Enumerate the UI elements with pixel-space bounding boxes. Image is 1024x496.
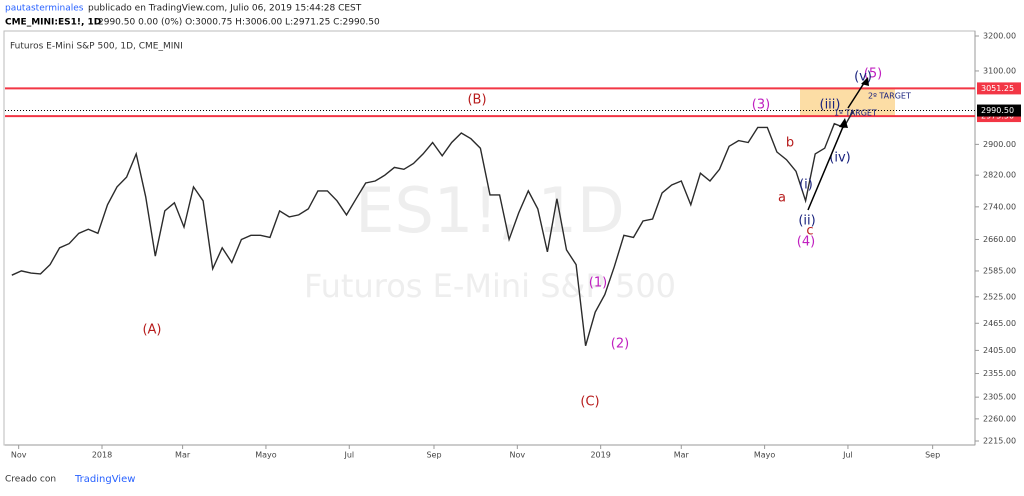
x-tick-label: Mar	[674, 451, 690, 460]
price-tag-label: 2990.50	[981, 106, 1014, 115]
wave-label: c	[806, 224, 813, 239]
wave-label: (iii)	[820, 98, 841, 113]
wave-label: (i)	[799, 178, 813, 193]
x-tick-label: 2019	[590, 451, 610, 460]
wave-label: (A)	[142, 323, 161, 338]
y-tick-label: 2305.00	[983, 393, 1016, 402]
wave-label: (B)	[467, 93, 486, 108]
y-tick-label: 3100.00	[983, 66, 1016, 75]
wave-label: (4)	[797, 235, 815, 250]
x-tick-label: Jul	[343, 451, 354, 460]
wave-label: a	[778, 191, 786, 206]
wave-label: (ii)	[798, 214, 815, 229]
wave-label: b	[786, 136, 794, 151]
wave-arrow	[847, 79, 867, 109]
wave-label: (C)	[580, 395, 599, 410]
wave-label: (iv)	[829, 151, 850, 166]
price-tag	[977, 104, 1021, 117]
watermark: ES1!, 1D	[355, 174, 624, 247]
watermark-sub: Futuros E-Mini S&P 500	[304, 267, 676, 305]
x-tick-label: Mar	[175, 451, 191, 460]
published: publicado en TradingView.com, Julio 06, …	[88, 4, 362, 14]
wave-label: (3)	[752, 98, 770, 113]
footer-created: Creado con	[5, 475, 56, 485]
footer-brand[interactable]: TradingView	[74, 474, 135, 485]
y-tick-label: 2260.00	[983, 414, 1016, 423]
author[interactable]: pautasterminales	[5, 4, 84, 14]
wave-label: (5)	[864, 67, 882, 82]
y-tick-label: 2525.00	[983, 292, 1016, 301]
price-line-series	[11, 110, 855, 346]
y-tick-label: 2585.00	[983, 266, 1016, 275]
target-label: 2º TARGET	[868, 92, 911, 101]
wave-label: (2)	[611, 337, 629, 352]
y-tick-label: 2355.00	[983, 369, 1016, 378]
quote: 2990.50 0.00 (0%) O:3000.75 H:3006.00 L:…	[98, 18, 380, 28]
price-tag-label: 3051.25	[981, 84, 1014, 93]
x-tick-label: Nov	[510, 451, 526, 460]
price-tag	[977, 82, 1021, 95]
y-tick-label: 2900.00	[983, 140, 1016, 149]
wave-label: (1)	[589, 276, 607, 291]
x-tick-label: Nov	[11, 451, 27, 460]
y-tick-label: 2465.00	[983, 319, 1016, 328]
x-tick-label: Mayo	[754, 451, 776, 460]
x-tick-label: Sep	[925, 451, 940, 460]
y-tick-label: 2740.00	[983, 202, 1016, 211]
y-tick-label: 2820.00	[983, 171, 1016, 180]
wave-arrow-head	[839, 118, 848, 128]
target-zone	[800, 88, 895, 117]
symbol: CME_MINI:ES1!, 1D	[5, 18, 101, 28]
y-tick-label: 2215.00	[983, 437, 1016, 446]
wave-arrow	[807, 121, 846, 211]
y-tick-label: 2405.00	[983, 346, 1016, 355]
x-tick-label: Mayo	[255, 451, 277, 460]
y-tick-label: 2660.00	[983, 235, 1016, 244]
y-tick-label: 3200.00	[983, 32, 1016, 41]
x-tick-label: Sep	[426, 451, 441, 460]
wave-arrow-head	[861, 77, 869, 86]
target-label: 1º TARGET	[834, 109, 877, 118]
x-tick-label: Jul	[842, 451, 853, 460]
legend: Futuros E-Mini S&P 500, 1D, CME_MINI	[10, 42, 183, 52]
x-tick-label: 2018	[92, 451, 112, 460]
